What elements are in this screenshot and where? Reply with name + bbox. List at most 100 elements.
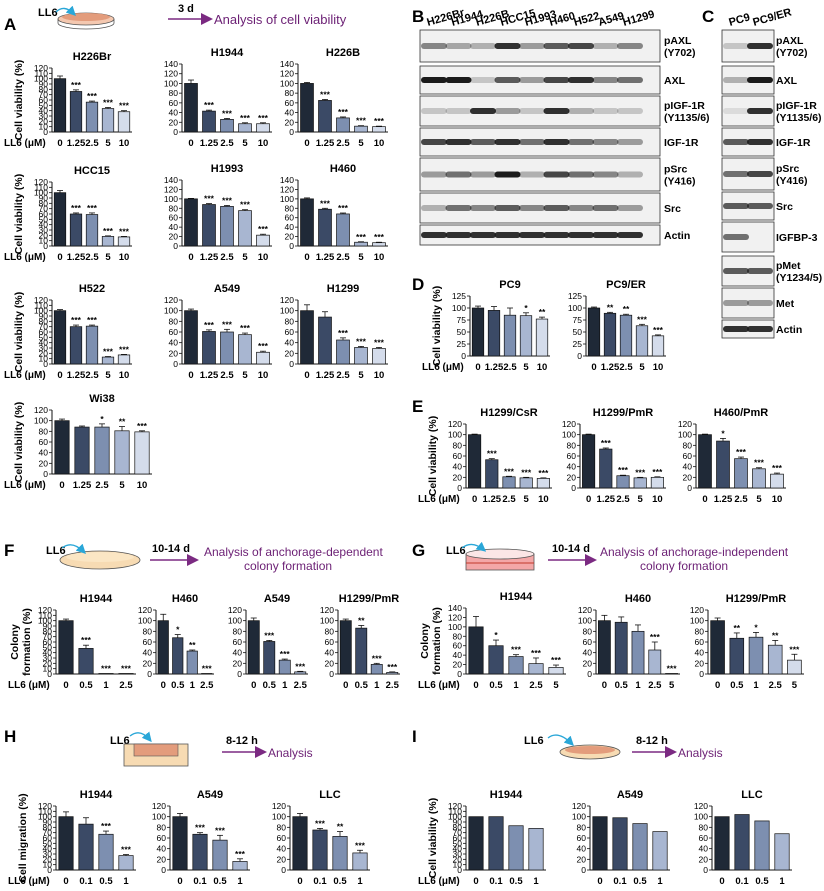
bar: [117, 236, 131, 247]
y-tick-label: 75: [573, 315, 583, 325]
significance-label: ***: [87, 315, 98, 325]
bar: [354, 241, 368, 247]
y-tick-label: 50: [43, 838, 53, 848]
bar: [58, 816, 74, 871]
y-tick-label: 110: [38, 806, 52, 816]
y-tick-label: 60: [683, 451, 693, 461]
chart-title: H460: [625, 593, 651, 605]
bar: [101, 356, 115, 365]
x-tick-label: 2.5: [619, 362, 633, 373]
panel-h-duration: 8-12 h: [226, 735, 258, 747]
bar: [582, 434, 596, 489]
y-tick-label: 40: [157, 844, 167, 854]
y-tick-label: 120: [448, 612, 462, 622]
bar: [238, 210, 252, 247]
significance-label: ***: [222, 319, 233, 329]
x-tick-label: 2.5: [336, 252, 350, 263]
y-tick-label: 10: [43, 664, 53, 674]
bar: [256, 123, 270, 133]
bar: [616, 475, 630, 489]
soft-agar-dish-icon: [465, 548, 535, 571]
y-tick-label: 50: [573, 327, 583, 337]
significance-label: ***: [295, 661, 306, 671]
x-tick-label: 2.5: [220, 252, 234, 263]
y-tick-label: 20: [43, 854, 53, 864]
y-axis-label: Cell migration (%): [17, 793, 29, 882]
blot-band: [470, 139, 496, 145]
x-tick-label: 2.5: [529, 680, 543, 691]
y-tick-label: 120: [38, 605, 52, 615]
significance-label: ***: [101, 663, 112, 673]
bar: [619, 314, 633, 357]
y-tick-label: 80: [453, 440, 463, 450]
y-tick-label: 80: [325, 626, 335, 636]
y-tick-label: 10: [39, 354, 49, 364]
bar: [312, 829, 328, 871]
bar: [101, 236, 115, 247]
y-tick-label: 20: [285, 348, 295, 358]
x-tick-label: 10: [374, 252, 385, 263]
y-tick-label: 80: [157, 822, 167, 832]
y-tick-label: 70: [39, 204, 49, 214]
x-tick-label: 0: [343, 680, 348, 691]
significance-label: ***: [356, 116, 367, 126]
panel-label-e: E: [412, 397, 423, 416]
bar: [332, 836, 348, 871]
bar: [202, 110, 216, 133]
y-tick-label: 80: [277, 822, 287, 832]
bar: [635, 325, 649, 357]
x-tick-label: 10: [137, 480, 148, 491]
x-tick-label: 0.1: [79, 876, 93, 887]
blot-band: [543, 232, 570, 238]
y-tick-label: 120: [138, 605, 152, 615]
y-tick-label: 20: [567, 472, 577, 482]
y-tick-label: 100: [228, 616, 242, 626]
x-tick-label: 2.5: [119, 680, 133, 691]
bar: [468, 434, 482, 489]
bar: [698, 434, 712, 489]
significance-label: ***: [320, 198, 331, 208]
significance-label: ***: [121, 663, 132, 673]
chart-e-h1299pmr: H1299/PmR0204060801001200***1.25***2.5**…: [562, 407, 666, 505]
panel-label-c: C: [702, 7, 714, 26]
y-tick-label: 80: [169, 203, 179, 213]
protein-label: pAXL (Y702): [664, 35, 696, 59]
x-tick-label: 1.25: [200, 252, 219, 263]
bar: [528, 663, 544, 675]
blot-band: [445, 108, 472, 114]
y-tick-label: 140: [280, 59, 294, 69]
protein-label: Src: [664, 203, 681, 215]
x-tick-label: 5: [119, 480, 125, 491]
blot-band: [494, 108, 521, 114]
x-tick-label: 1: [753, 680, 759, 691]
x-tick-label: 2.5: [220, 370, 234, 381]
y-tick-label: 40: [143, 648, 153, 658]
y-tick-label: 30: [39, 225, 49, 235]
blot-band: [568, 77, 594, 83]
x-tick-label: 10: [653, 362, 664, 373]
y-tick-label: 110: [34, 300, 48, 310]
significance-label: ***: [264, 630, 275, 640]
y-tick-label: 50: [453, 838, 463, 848]
significance-label: ***: [280, 649, 291, 659]
y-tick-label: 60: [699, 833, 709, 843]
blot-band: [723, 326, 749, 332]
significance-label: ***: [103, 97, 114, 107]
bar: [318, 208, 332, 247]
x-tick-label: 0: [188, 138, 193, 149]
y-tick-label: 40: [39, 448, 49, 458]
bar: [774, 833, 790, 871]
y-tick-label: 120: [562, 419, 576, 429]
panel-f-treatment: LL6: [46, 545, 66, 557]
chart-title: H1944: [80, 789, 113, 801]
y-tick-label: 120: [320, 605, 334, 615]
y-tick-label: 140: [448, 603, 462, 613]
bar: [69, 326, 83, 365]
bar: [754, 820, 770, 871]
y-tick-label: 120: [694, 801, 708, 811]
